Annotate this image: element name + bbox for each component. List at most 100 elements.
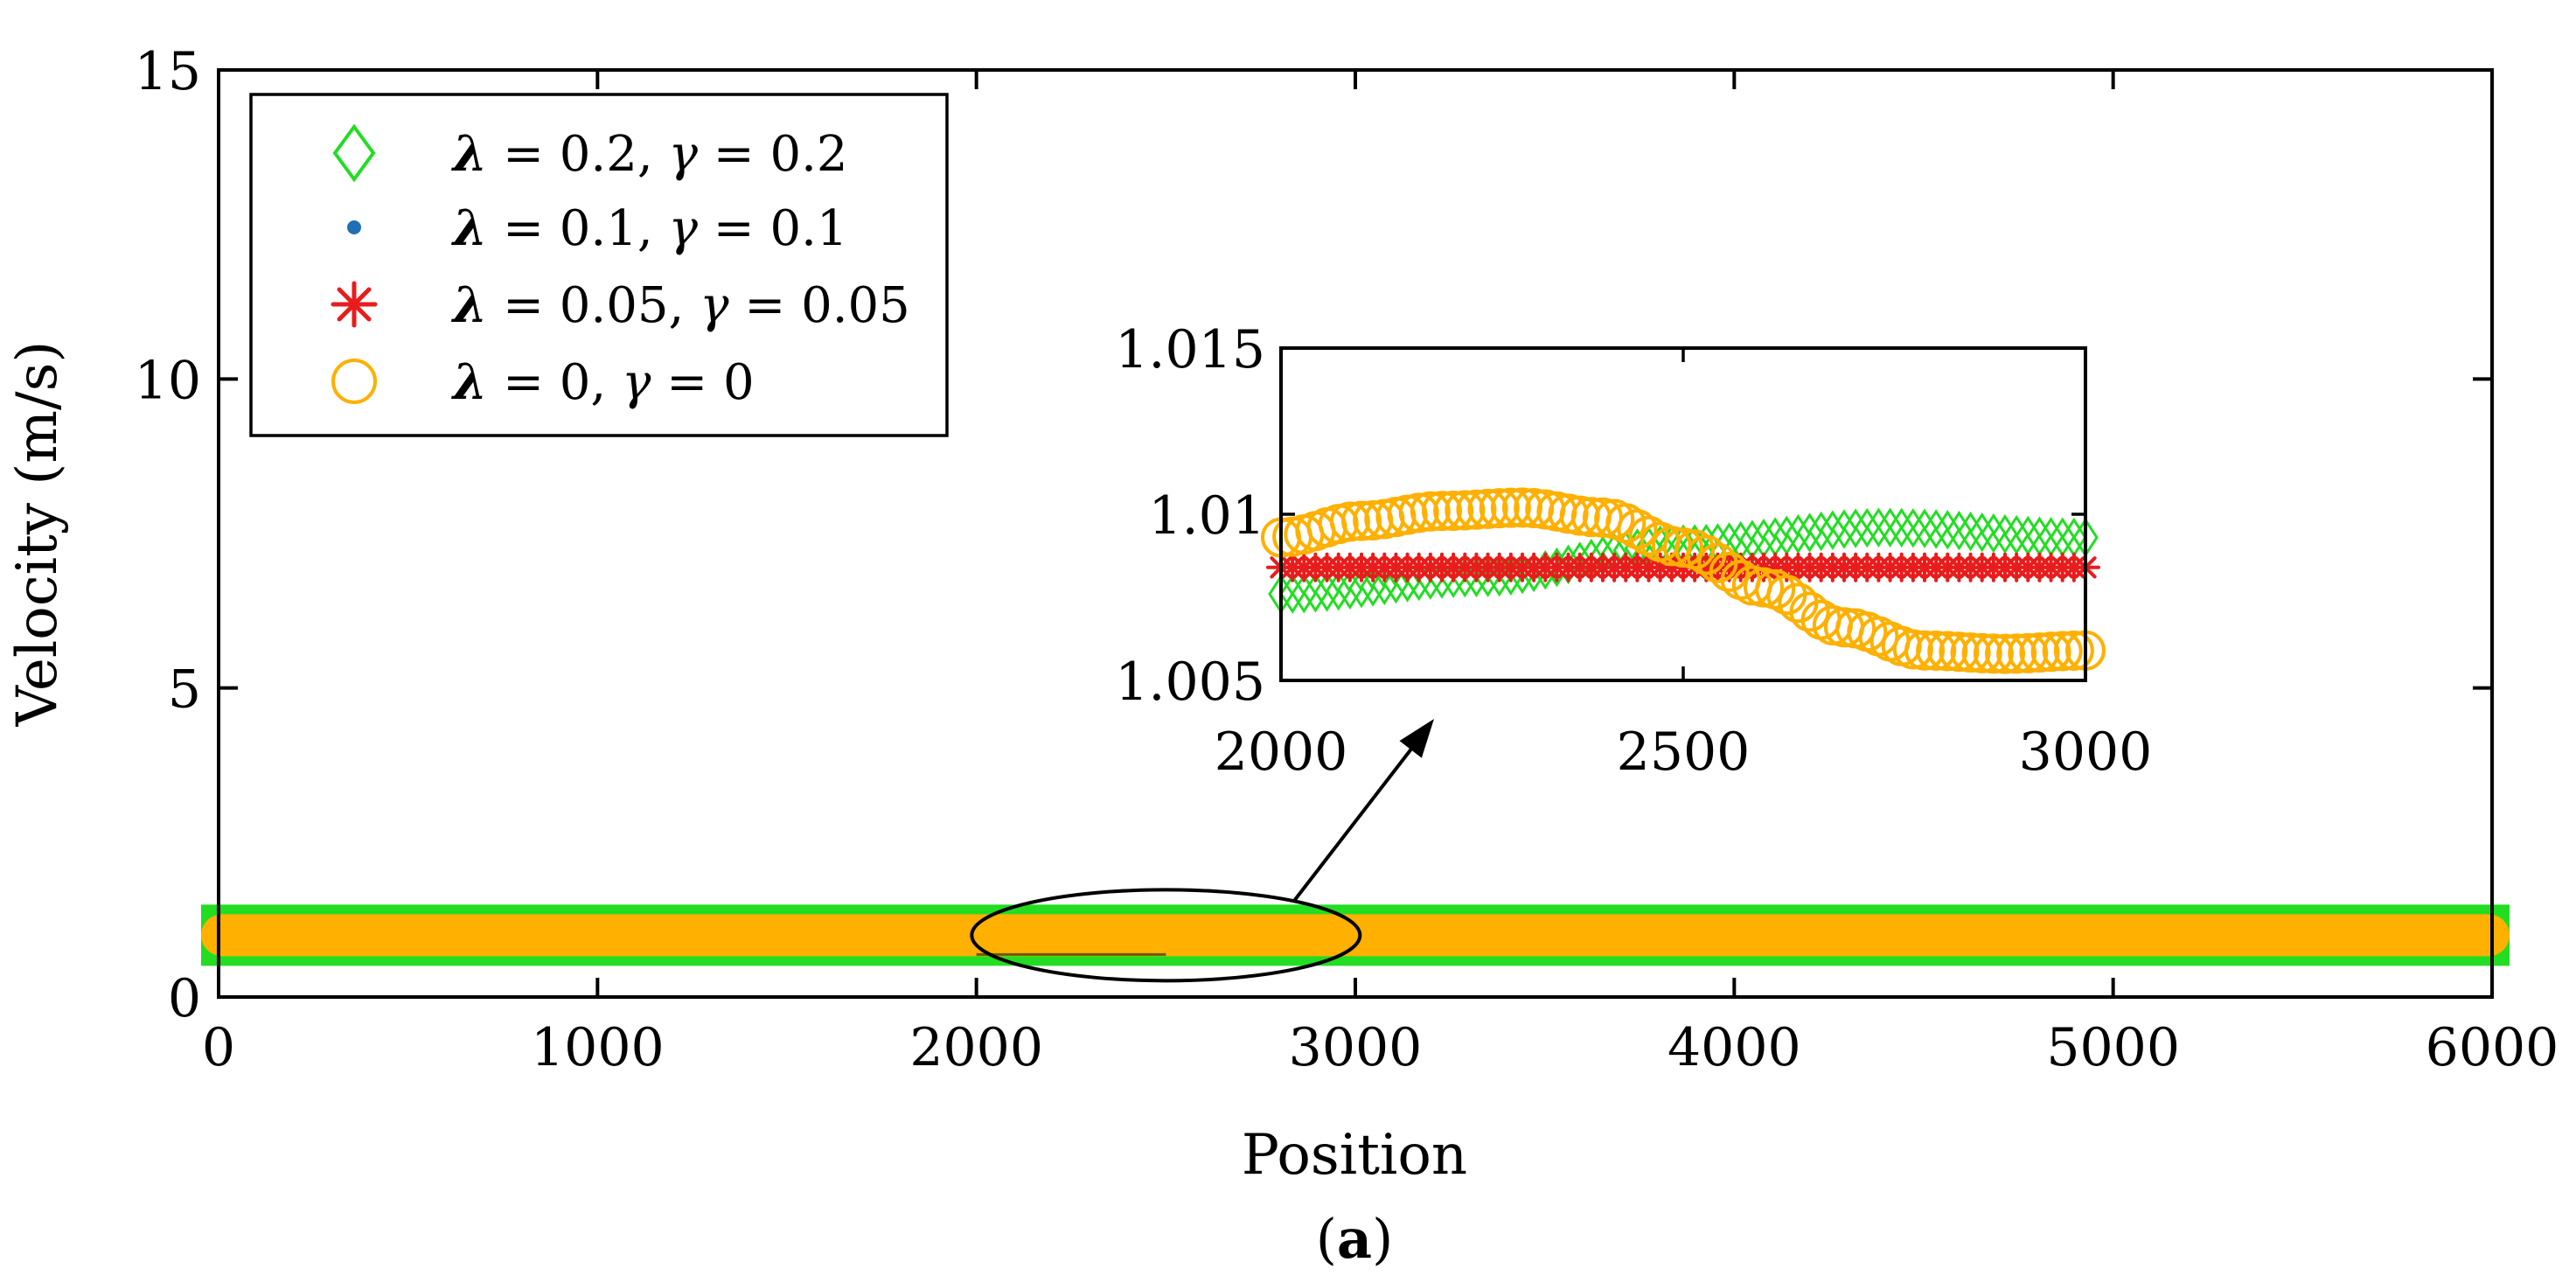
inset-diamond-marker: [1923, 509, 1949, 549]
inset-diamond-marker: [1382, 563, 1410, 604]
inset-diamond-marker: [1337, 569, 1363, 610]
x-tick-label: 2000: [909, 1017, 1043, 1078]
inset-diamond-marker: [1325, 570, 1352, 611]
inset-diamond-marker: [1279, 574, 1305, 614]
inset-circle-marker: [2019, 632, 2060, 673]
inset-diamond-marker: [1796, 513, 1823, 553]
x-tick-label: 6000: [2426, 1017, 2559, 1078]
y-tick-label: 15: [135, 41, 201, 102]
legend-marker-diamond: [332, 123, 376, 183]
y-tick-label: 5: [168, 659, 201, 721]
inset-diamond-marker: [1968, 512, 1995, 553]
x-tick-label: 0: [202, 1017, 235, 1078]
zoom-arrow-shaft: [1292, 738, 1420, 903]
x-tick-label: 4000: [1667, 1017, 1801, 1078]
zoom-arrow-head: [1399, 719, 1434, 758]
inset-circle-marker: [1559, 495, 1600, 536]
inset-circle-marker: [1329, 501, 1370, 542]
inset-circle-marker: [1445, 490, 1486, 531]
inset-circle-marker: [1422, 491, 1462, 532]
inset-circle-marker: [1398, 492, 1439, 533]
inset-y-tick-label: 1.005: [1115, 652, 1265, 713]
subfigure-letter: a: [1337, 1207, 1372, 1271]
inset-diamond-marker: [1900, 508, 1926, 548]
main-axis-ticks: 0 1000 2000 3000 4000 5000 6000 0 5 10 15: [135, 41, 2559, 1078]
x-tick-label: 1000: [531, 1017, 665, 1078]
inset-circle-marker: [1961, 632, 2002, 673]
inset-diamond-marker: [1934, 510, 1961, 550]
gamma-symbol: γ: [668, 200, 698, 257]
inset-axis-ticks: 2000 2500 3000 1.005 1.01 1.015: [1115, 319, 2152, 783]
inset-circle-marker: [1410, 491, 1451, 532]
gamma-symbol: γ: [622, 354, 651, 411]
chart-legend: λ = 0.2, γ = 0.2 λ = 0.1, γ = 0.1 λ = 0.05…: [249, 93, 949, 437]
x-tick-label: 5000: [2046, 1017, 2180, 1078]
inset-y-tick-label: 1.01: [1148, 485, 1265, 547]
legend-entry-label: λ = 0, γ = 0: [451, 353, 755, 411]
inset-diamond-marker: [2003, 514, 2029, 555]
main-data-band: [201, 904, 2510, 966]
inset-diamond-marker: [1348, 568, 1375, 609]
gamma-symbol: γ: [668, 126, 698, 183]
inset-diamond-marker: [1981, 513, 2007, 554]
y-tick-label: 0: [168, 968, 201, 1029]
asterisk-stroke: [337, 287, 372, 322]
y-axis-title: Velocity (m/s): [5, 341, 70, 728]
inset-diamond-marker: [1785, 513, 1812, 554]
inset-circle-marker: [2030, 631, 2071, 673]
legend-box: [249, 93, 949, 437]
inset-x-tick-label: 2000: [1215, 722, 1348, 783]
inset-circle-marker: [1996, 633, 2037, 674]
x-axis-title: Position: [1242, 1123, 1467, 1188]
inset-diamond-marker: [1854, 507, 1881, 548]
inset-circle-marker: [2042, 631, 2083, 672]
lambda-symbol: λ: [451, 353, 487, 411]
legend-entry-label: λ = 0.05, γ = 0.05: [451, 276, 910, 334]
legend-entry-label: λ = 0.2, γ = 0.2: [451, 125, 848, 183]
inset-circle-marker: [1467, 488, 1508, 529]
inset-diamond-marker: [1946, 510, 1973, 551]
inset-circle-marker: [1490, 487, 1531, 528]
legend-marker-asterisk: [331, 281, 378, 328]
inset-diamond-marker: [1291, 573, 1318, 614]
legend-marker-circle: [331, 359, 377, 404]
inset-circle-marker: [1502, 487, 1542, 528]
inset-data: [1261, 487, 2106, 674]
inset-circle-marker: [1341, 500, 1382, 541]
inset-circle-marker: [1904, 630, 1945, 671]
inset-circle-marker: [1973, 633, 2014, 674]
inset-diamond-marker: [1820, 510, 1846, 550]
inset-diamond-marker: [1888, 507, 1915, 548]
inset-diamond-marker: [1831, 509, 1857, 549]
inset-circle-marker: [1479, 488, 1520, 529]
lambda-symbol: λ: [451, 199, 487, 257]
inset-diamond-marker: [1302, 573, 1329, 613]
inset-series-orange: [1261, 487, 2106, 674]
inset-x-tick-label: 2500: [1617, 722, 1751, 783]
lambda-symbol: λ: [451, 276, 487, 334]
inset-y-tick-label: 1.015: [1115, 319, 1265, 380]
inset-diamond-marker: [1865, 507, 1892, 547]
legend-entry-label: λ = 0.1, γ = 0.1: [451, 199, 848, 257]
zoom-annotation: [970, 719, 1434, 983]
subfigure-label: (a): [1316, 1207, 1394, 1271]
inset-circle-marker: [1892, 629, 1933, 670]
inset-circle-marker: [1433, 491, 1474, 532]
inset-circle-marker: [1709, 551, 1750, 592]
inset-diamond-marker: [1957, 511, 1984, 552]
inset-circle-marker: [1939, 631, 1980, 673]
legend-marker-dot: [347, 220, 361, 234]
inset-diamond-marker: [1313, 572, 1340, 612]
inset-diamond-marker: [1807, 511, 1835, 552]
inset-circle-marker: [2053, 630, 2094, 671]
inset-diamond-marker: [1842, 508, 1869, 548]
zoom-ellipse: [970, 888, 1362, 983]
inset-circle-marker: [1456, 489, 1497, 530]
inset-circle-marker: [1617, 509, 1658, 550]
inset-diamond-marker: [1992, 513, 2018, 554]
inset-x-tick-label: 3000: [2019, 722, 2153, 783]
y-tick-label: 10: [135, 350, 201, 411]
gamma-symbol: γ: [700, 277, 729, 334]
inset-circle-marker: [1950, 632, 1991, 673]
